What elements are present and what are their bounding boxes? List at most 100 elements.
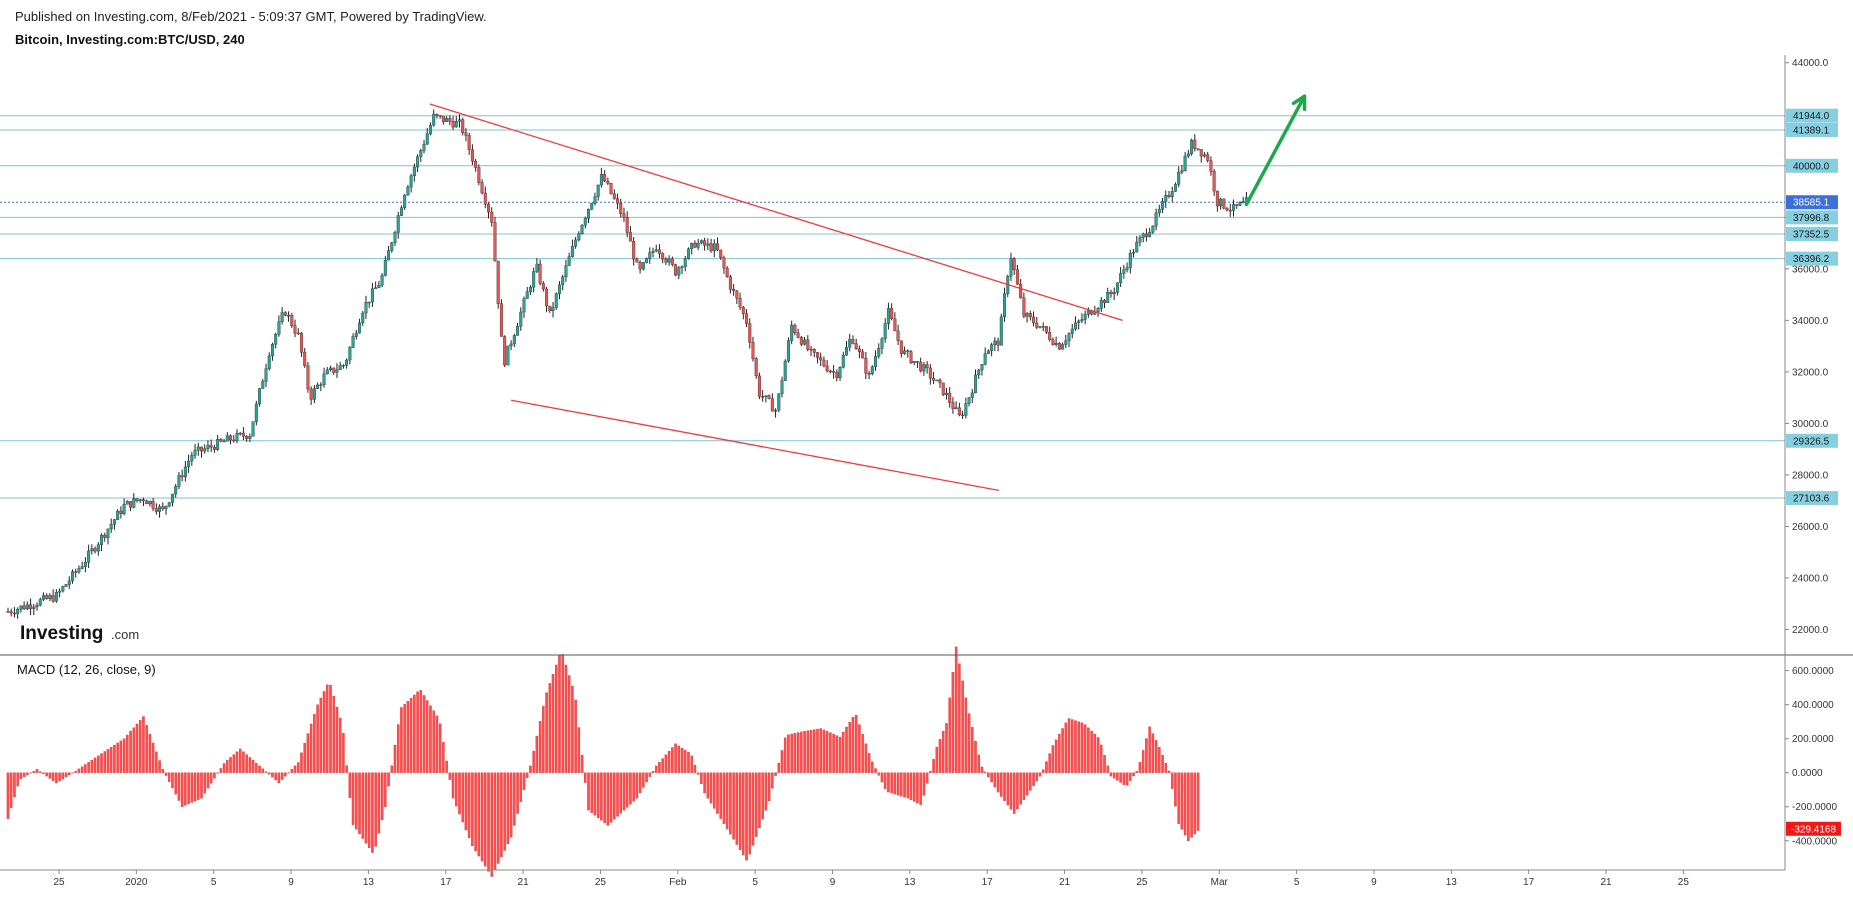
macd-bar	[19, 772, 23, 779]
macd-bar	[145, 725, 148, 773]
macd-bar	[516, 772, 519, 814]
level-tag-label: 41389.1	[1793, 125, 1830, 136]
macd-bar	[55, 772, 58, 784]
price-axis[interactable]: 22000.0 24000.0 26000.0 28000.0 30000.0 32000…	[1785, 58, 1838, 636]
time-axis[interactable]: 25 2020 5 9 13 17 21 25 Feb 5 9 13 17 21 25 Mar 5 9 13 17 21…	[53, 870, 1689, 888]
time-tick-label: 17	[440, 877, 452, 888]
macd-bar	[1109, 772, 1113, 777]
macd-bar	[684, 750, 687, 773]
candle-body	[503, 336, 507, 366]
macd-bar	[445, 760, 448, 773]
candle-body	[935, 379, 939, 382]
macd-bar	[635, 772, 639, 799]
candle-body	[245, 436, 249, 439]
macd-bar	[1045, 761, 1048, 773]
candle-body	[706, 243, 710, 246]
time-tick-label: 2020	[125, 877, 148, 888]
candle-body	[545, 288, 549, 307]
candle-body	[422, 143, 426, 151]
candle-body	[928, 367, 932, 379]
macd-bar	[942, 731, 945, 773]
candle-body	[686, 248, 690, 259]
macd-bar	[671, 747, 674, 773]
macd-bar	[1106, 765, 1109, 773]
candle-body	[277, 321, 281, 335]
macd-bar	[822, 729, 826, 773]
macd-bar	[1196, 772, 1200, 831]
candle-body	[1177, 171, 1181, 185]
candle-body	[951, 402, 955, 410]
macd-bar	[606, 772, 610, 826]
candle-body	[1044, 326, 1048, 333]
candle-body	[129, 501, 133, 508]
macd-bar	[819, 728, 822, 773]
macd-bar	[674, 743, 677, 773]
time-tick-label: 9	[288, 877, 294, 888]
candle-body	[751, 342, 755, 359]
macd-bar	[1067, 718, 1071, 773]
macd-bar	[613, 772, 616, 820]
candle-body	[393, 232, 397, 243]
macd-bar	[77, 768, 81, 773]
macd-bar	[506, 772, 510, 845]
macd-bar	[803, 731, 806, 773]
candle-body	[896, 330, 900, 341]
candle-body	[574, 239, 578, 247]
macd-bar	[271, 772, 274, 778]
candle-body	[1106, 291, 1110, 303]
macd-bar	[1000, 772, 1003, 797]
macd-bar	[777, 762, 781, 773]
macd-bar	[687, 752, 690, 773]
macd-bar	[303, 743, 306, 773]
level-tag	[1786, 108, 1838, 123]
candle-body	[370, 288, 374, 303]
macd-bar	[622, 772, 626, 811]
macd-axis[interactable]: 600.0000 400.0000 200.0000 0.0000 -200.0000 -…	[1785, 666, 1841, 847]
candle-body	[1190, 139, 1194, 154]
macd-bar	[371, 772, 374, 853]
macd-bar	[916, 772, 919, 804]
macd-bar	[248, 757, 252, 773]
candle-body	[1051, 339, 1055, 345]
macd-bar	[319, 697, 323, 773]
macd-bar	[754, 772, 758, 837]
candle-body	[1009, 258, 1013, 277]
macd-bar	[206, 772, 210, 789]
candle-body	[212, 446, 216, 450]
macd-bar	[129, 731, 132, 773]
candle-body	[54, 592, 58, 602]
macd-bar	[267, 772, 271, 775]
candle-body	[654, 249, 658, 252]
candle-body	[122, 504, 126, 514]
macd-bar	[932, 759, 935, 773]
macd-bar	[71, 772, 74, 774]
candle-body	[474, 161, 478, 168]
candle-body	[1086, 310, 1090, 315]
candle-body	[496, 260, 500, 304]
candle-body	[1148, 231, 1152, 237]
candle-body	[38, 599, 42, 606]
candle-body	[880, 338, 884, 349]
macd-bar	[709, 772, 713, 804]
macd-bar	[1180, 772, 1184, 830]
level-tag-label: 36396.2	[1793, 254, 1830, 265]
candle-body	[1183, 155, 1187, 171]
macd-bar	[45, 772, 48, 777]
macd-bar	[1141, 750, 1145, 773]
macd-bar	[642, 772, 645, 788]
candle-body	[851, 339, 855, 344]
candle-body	[1109, 291, 1113, 295]
macd-bar	[177, 772, 181, 801]
candle-body	[977, 369, 981, 376]
macd-bar	[109, 747, 113, 773]
candle-body	[1225, 207, 1229, 211]
candle-body	[193, 450, 197, 456]
macd-bar	[954, 646, 958, 773]
candle-body	[190, 454, 194, 462]
candle-body	[783, 360, 787, 381]
candle-body	[390, 242, 394, 251]
macd-bar	[80, 766, 84, 773]
macd-bar	[171, 772, 174, 789]
candle-body	[980, 364, 984, 371]
candle-body	[335, 369, 339, 373]
